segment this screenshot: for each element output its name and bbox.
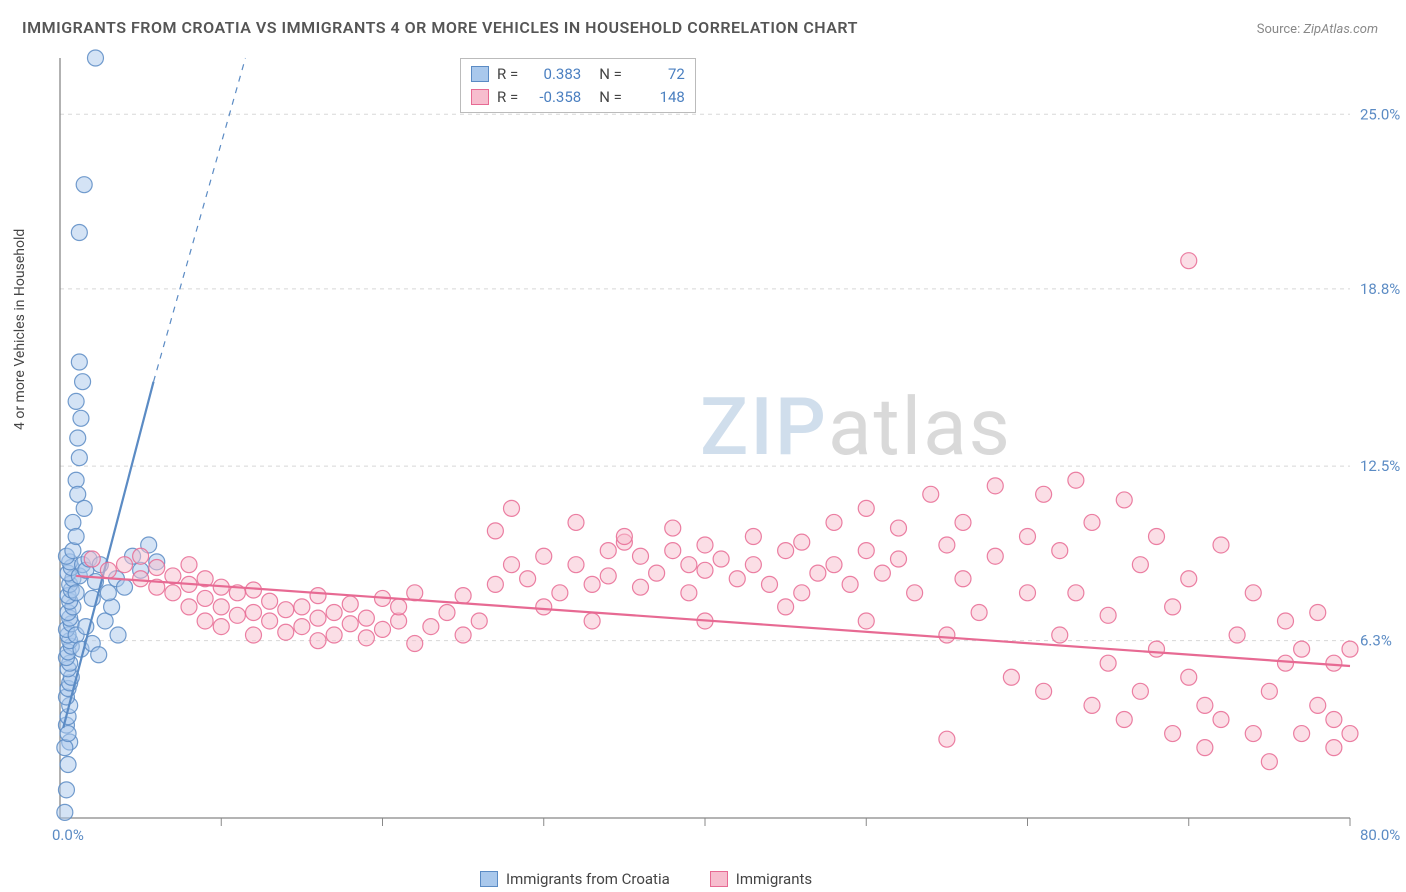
- source-attribution: Source: ZipAtlas.com: [1257, 22, 1378, 37]
- r-value-series1: 0.383: [526, 63, 581, 86]
- source-label: Source:: [1257, 22, 1300, 37]
- swatch-series1: [471, 66, 489, 82]
- r-value-series2: -0.358: [526, 86, 581, 109]
- n-label: N =: [599, 86, 622, 109]
- legend-label-series1: Immigrants from Croatia: [506, 870, 670, 888]
- chart-title: IMMIGRANTS FROM CROATIA VS IMMIGRANTS 4 …: [22, 18, 858, 37]
- r-label: R =: [497, 63, 518, 86]
- stats-row-series2: R = -0.358 N = 148: [471, 86, 685, 109]
- stats-legend-box: R = 0.383 N = 72 R = -0.358 N = 148: [460, 58, 696, 113]
- r-label: R =: [497, 86, 518, 109]
- legend-item-series1: Immigrants from Croatia: [480, 870, 670, 888]
- legend-item-series2: Immigrants: [710, 870, 812, 888]
- swatch-series2-bottom: [710, 871, 728, 887]
- swatch-series2: [471, 89, 489, 105]
- svg-text:25.0%: 25.0%: [1360, 105, 1400, 123]
- swatch-series1-bottom: [480, 871, 498, 887]
- svg-text:12.5%: 12.5%: [1360, 457, 1400, 475]
- svg-text:80.0%: 80.0%: [1360, 826, 1400, 844]
- svg-text:6.3%: 6.3%: [1360, 632, 1392, 650]
- y-axis-label: 4 or more Vehicles in Household: [12, 229, 28, 430]
- source-value: ZipAtlas.com: [1303, 22, 1378, 37]
- stats-row-series1: R = 0.383 N = 72: [471, 63, 685, 86]
- legend-label-series2: Immigrants: [736, 870, 812, 888]
- n-label: N =: [599, 63, 622, 86]
- chart-area: 6.3%12.5%18.8%25.0%0.0%80.0%: [50, 58, 1370, 848]
- n-value-series2: 148: [630, 86, 685, 109]
- svg-text:0.0%: 0.0%: [52, 826, 84, 844]
- scatter-chart-svg: 6.3%12.5%18.8%25.0%0.0%80.0%: [50, 58, 1370, 848]
- bottom-legend: Immigrants from Croatia Immigrants: [480, 870, 812, 888]
- n-value-series1: 72: [630, 63, 685, 86]
- svg-text:18.8%: 18.8%: [1360, 280, 1400, 298]
